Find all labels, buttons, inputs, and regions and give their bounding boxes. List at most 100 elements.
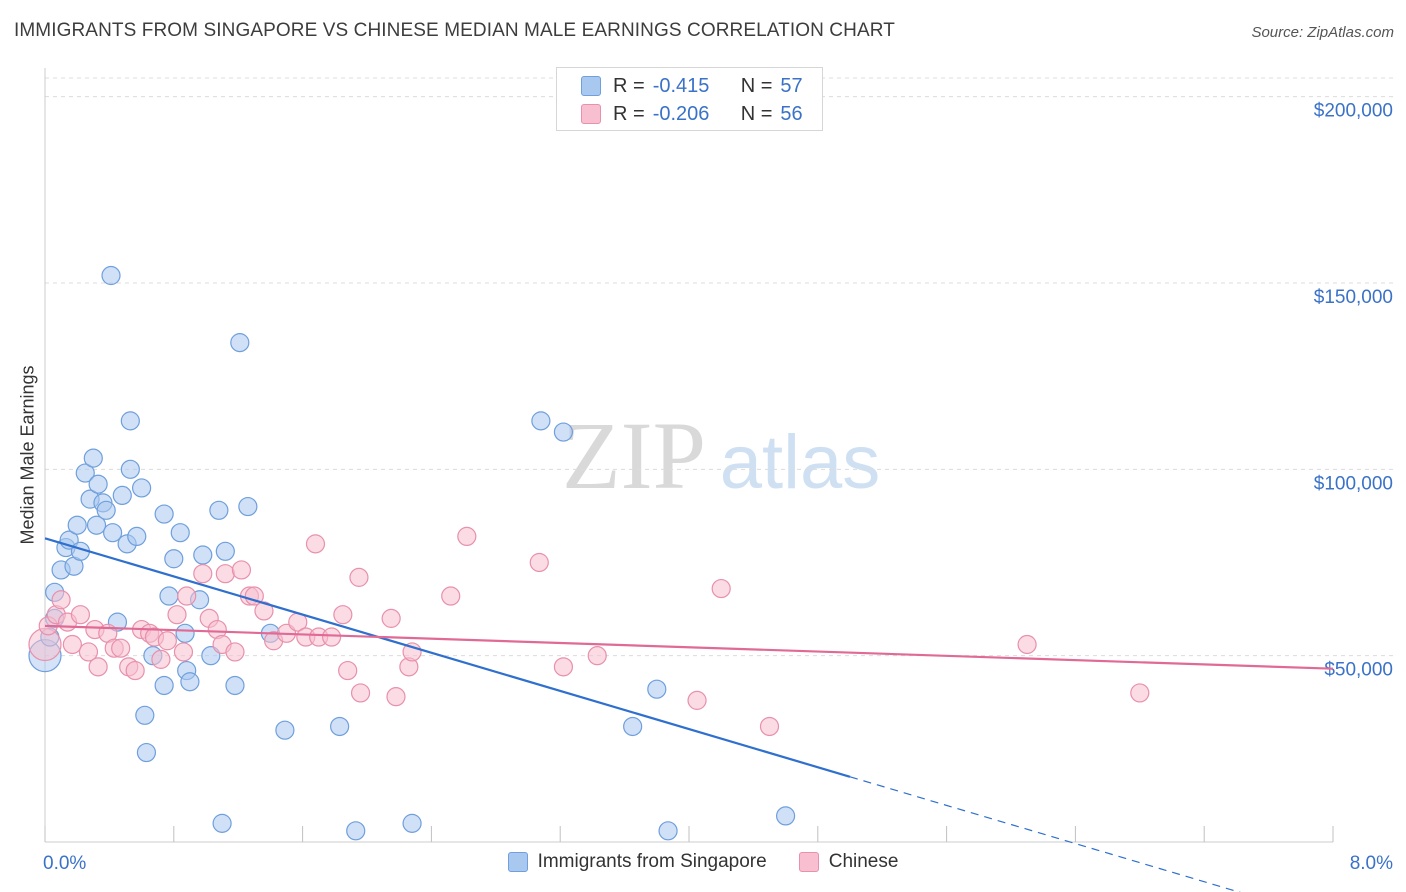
source-label: Source: ZipAtlas.com bbox=[1251, 24, 1394, 41]
stats-legend: R = -0.415 N = 57 R = -0.206 N = 56 bbox=[556, 67, 823, 131]
singapore-point bbox=[127, 526, 147, 547]
singapore-point bbox=[212, 813, 232, 833]
y-tick-label: $50,000 bbox=[1324, 660, 1393, 681]
singapore-point bbox=[658, 821, 678, 841]
singapore-point bbox=[103, 523, 123, 543]
singapore-point bbox=[225, 675, 245, 696]
chinese-point bbox=[381, 608, 401, 628]
chinese-point bbox=[687, 690, 707, 710]
legend-item-chinese: Chinese bbox=[798, 851, 899, 873]
singapore-point bbox=[330, 716, 350, 737]
singapore-point bbox=[230, 333, 250, 353]
x-tick-label-min: 0.0% bbox=[43, 853, 86, 874]
singapore-point bbox=[136, 742, 157, 763]
singapore-swatch bbox=[581, 76, 601, 96]
chinese-point bbox=[254, 601, 274, 621]
n-label: N = bbox=[740, 102, 773, 125]
chinese-point bbox=[177, 586, 197, 606]
singapore-point bbox=[553, 422, 574, 442]
x-tick-label-max: 8.0% bbox=[1350, 853, 1393, 874]
singapore-point bbox=[170, 523, 190, 543]
singapore-point bbox=[275, 720, 295, 740]
singapore-point bbox=[112, 485, 132, 506]
chart-title: IMMIGRANTS FROM SINGAPORE VS CHINESE MED… bbox=[14, 20, 895, 41]
chinese-point bbox=[338, 660, 358, 681]
chinese-point bbox=[553, 657, 574, 677]
singapore-point bbox=[88, 474, 108, 494]
singapore-point bbox=[101, 265, 121, 286]
chinese-point bbox=[457, 526, 477, 547]
singapore-point bbox=[175, 623, 195, 643]
chinese-point bbox=[1130, 683, 1150, 703]
chinese-point bbox=[759, 716, 780, 737]
r-value: -0.206 bbox=[652, 102, 710, 125]
chinese-point bbox=[350, 683, 371, 703]
chinese-point bbox=[51, 590, 71, 610]
n-label: N = bbox=[740, 74, 773, 97]
legend-label-chinese: Chinese bbox=[828, 851, 899, 872]
singapore-point bbox=[180, 672, 200, 692]
chinese-point bbox=[167, 605, 187, 625]
chinese-point bbox=[231, 560, 252, 580]
watermark-atlas: atlas bbox=[720, 420, 881, 505]
chinese-point bbox=[1017, 634, 1037, 655]
legend-row-chinese: R = -0.206 N = 56 bbox=[581, 101, 803, 127]
singapore-point bbox=[346, 821, 366, 841]
legend-item-singapore: Immigrants from Singapore bbox=[507, 851, 767, 873]
chinese-point bbox=[225, 642, 245, 662]
singapore-point bbox=[209, 500, 229, 520]
chinese-point bbox=[173, 642, 194, 662]
chinese-point bbox=[215, 564, 235, 584]
singapore-point bbox=[75, 463, 95, 483]
r-value: -0.415 bbox=[652, 74, 710, 97]
chinese-point bbox=[78, 642, 99, 662]
singapore-point bbox=[154, 675, 174, 696]
chinese-swatch bbox=[581, 104, 601, 124]
chinese-trend-line bbox=[44, 624, 1334, 670]
singapore-point bbox=[135, 705, 155, 725]
singapore-point bbox=[67, 515, 87, 535]
chinese-point bbox=[333, 605, 353, 625]
singapore-trend-line bbox=[44, 537, 851, 778]
singapore-point bbox=[531, 411, 551, 431]
n-value: 56 bbox=[780, 102, 803, 125]
n-value: 57 bbox=[780, 74, 803, 97]
y-tick-label: $150,000 bbox=[1314, 287, 1393, 308]
chinese-point bbox=[711, 578, 731, 599]
chinese-point bbox=[441, 586, 461, 606]
chinese-point bbox=[587, 646, 607, 666]
chinese-point bbox=[111, 638, 131, 658]
singapore-point bbox=[647, 679, 667, 699]
chinese-point bbox=[70, 605, 91, 625]
singapore-point bbox=[623, 716, 643, 737]
chinese-point bbox=[193, 564, 213, 584]
singapore-point bbox=[154, 504, 174, 524]
singapore-point bbox=[159, 586, 179, 606]
y-tick-label: $200,000 bbox=[1314, 101, 1393, 122]
singapore-point bbox=[86, 515, 107, 535]
singapore-swatch bbox=[507, 852, 528, 872]
singapore-point bbox=[775, 806, 796, 826]
singapore-point bbox=[164, 549, 184, 569]
chinese-point bbox=[386, 687, 406, 707]
y-tick-label: $100,000 bbox=[1314, 473, 1393, 494]
chinese-swatch bbox=[798, 852, 819, 872]
singapore-point bbox=[96, 500, 116, 520]
y-axis-label: Median Male Earnings bbox=[17, 365, 38, 545]
chinese-point bbox=[305, 534, 326, 554]
series-legend: Immigrants from Singapore Chinese bbox=[0, 851, 1406, 873]
r-label: R = bbox=[613, 74, 645, 97]
legend-row-singapore: R = -0.415 N = 57 bbox=[581, 73, 803, 99]
legend-label-singapore: Immigrants from Singapore bbox=[537, 851, 767, 872]
chinese-point bbox=[62, 634, 82, 655]
singapore-point bbox=[120, 411, 140, 431]
singapore-point bbox=[238, 496, 258, 517]
r-label: R = bbox=[613, 102, 645, 125]
chinese-point bbox=[151, 649, 171, 669]
singapore-point bbox=[193, 545, 213, 565]
chinese-point bbox=[321, 627, 342, 647]
chinese-point bbox=[88, 657, 108, 677]
watermark-zip: ZIP bbox=[562, 402, 706, 509]
singapore-point bbox=[215, 541, 235, 561]
